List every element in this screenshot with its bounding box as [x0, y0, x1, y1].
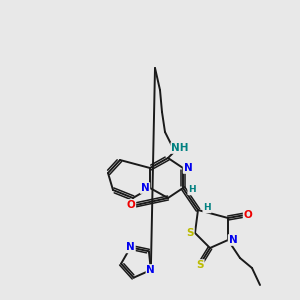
Text: H: H [203, 203, 211, 212]
Text: N: N [229, 235, 237, 245]
Text: N: N [141, 183, 149, 193]
Text: S: S [196, 260, 204, 270]
Text: NH: NH [171, 143, 189, 153]
Text: H: H [188, 185, 196, 194]
Text: O: O [127, 200, 135, 210]
Text: S: S [186, 228, 194, 238]
Text: N: N [184, 163, 192, 173]
Text: N: N [146, 265, 155, 275]
Text: N: N [126, 242, 135, 252]
Text: O: O [244, 210, 252, 220]
